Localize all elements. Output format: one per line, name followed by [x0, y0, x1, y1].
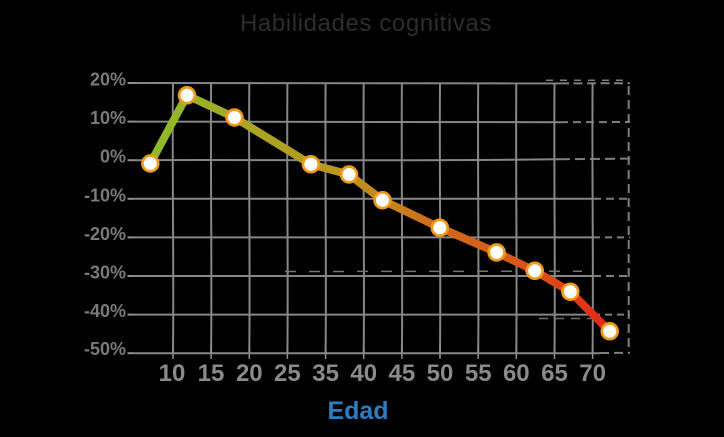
svg-text:-50%: -50%: [84, 339, 126, 359]
svg-text:20%: 20%: [90, 70, 126, 90]
svg-text:15: 15: [198, 360, 225, 387]
svg-text:50: 50: [427, 360, 454, 387]
svg-text:55: 55: [465, 360, 492, 387]
svg-text:10: 10: [159, 360, 186, 387]
svg-text:Edad: Edad: [327, 397, 388, 425]
svg-text:35: 35: [312, 360, 339, 387]
svg-text:65: 65: [541, 360, 568, 387]
svg-text:60: 60: [503, 360, 530, 387]
svg-text:40: 40: [350, 360, 377, 387]
svg-text:Habilidades cognitivas: Habilidades cognitivas: [240, 10, 492, 37]
svg-text:-30%: -30%: [84, 263, 126, 283]
svg-text:-10%: -10%: [84, 185, 126, 205]
svg-text:0%: 0%: [100, 147, 126, 167]
svg-text:10%: 10%: [90, 108, 126, 128]
svg-text:45: 45: [389, 360, 416, 387]
svg-text:20: 20: [236, 360, 263, 387]
svg-text:25: 25: [274, 360, 301, 387]
svg-text:-20%: -20%: [84, 224, 126, 244]
svg-text:-40%: -40%: [84, 301, 126, 321]
svg-text:70: 70: [579, 360, 606, 387]
